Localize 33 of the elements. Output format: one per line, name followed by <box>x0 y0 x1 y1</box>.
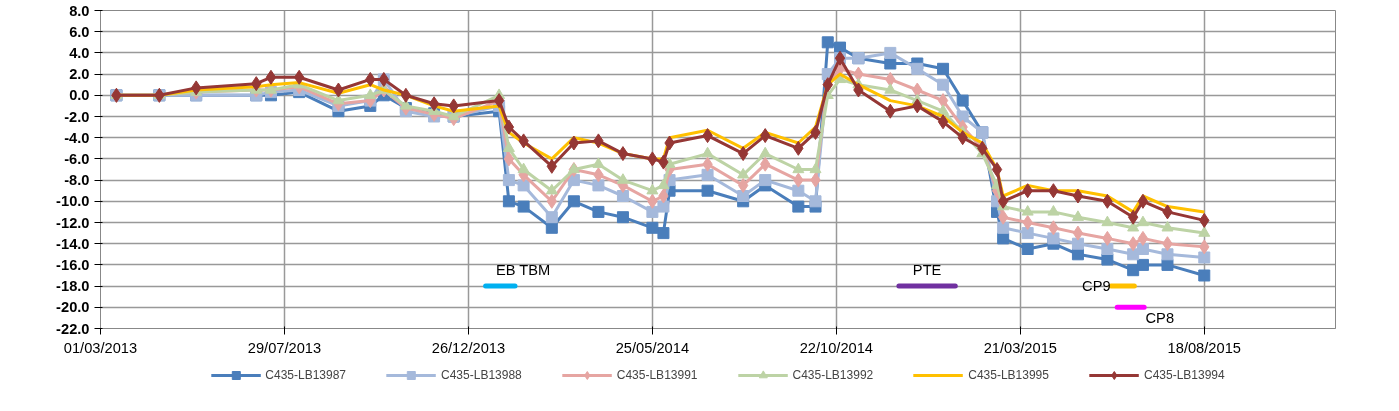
y-tick-label: -2.0 <box>64 108 90 125</box>
y-tick-label: 2.0 <box>69 66 90 83</box>
y-tick-label: -8.0 <box>64 172 90 189</box>
legend-label: C435-LB13987 <box>265 368 347 382</box>
y-tick-label: 0.0 <box>69 87 90 104</box>
y-tick-label: -18.0 <box>56 278 90 295</box>
legend-label: C435-LB13995 <box>968 368 1049 382</box>
x-tick-label: 29/07/2013 <box>247 339 322 356</box>
x-tick-label: 18/08/2015 <box>1167 339 1241 356</box>
y-tick-label: -6.0 <box>64 150 90 167</box>
y-tick-label: -4.0 <box>64 129 90 146</box>
y-tick-label: 8.0 <box>69 2 90 19</box>
legend-label: C435-LB13991 <box>616 368 698 382</box>
y-tick-label: -20.0 <box>56 299 90 316</box>
legend-label: C435-LB13988 <box>441 368 522 382</box>
y-tick-label: -22.0 <box>56 320 90 337</box>
x-tick-label: 22/10/2014 <box>799 339 874 356</box>
series-label: EB TBM <box>495 261 551 278</box>
y-tick-label: -12.0 <box>56 214 90 231</box>
y-tick-label: 6.0 <box>69 23 90 40</box>
y-tick-label: -14.0 <box>56 235 90 252</box>
series-label: CP8 <box>1145 310 1175 327</box>
y-tick-label: -16.0 <box>56 256 90 273</box>
x-tick-label: 01/03/2013 <box>63 339 138 356</box>
x-tick-label: 21/03/2015 <box>983 339 1057 356</box>
series-label: CP9 <box>1082 278 1111 295</box>
legend-label: C435-LB13992 <box>792 368 874 382</box>
series-label: PTE <box>912 261 942 278</box>
y-tick-label: 4.0 <box>69 44 90 61</box>
legend-label: C435-LB13994 <box>1143 368 1225 382</box>
x-tick-label: 26/12/2013 <box>431 339 506 356</box>
y-tick-label: -10.0 <box>56 193 90 210</box>
x-tick-label: 25/05/2014 <box>615 339 690 356</box>
